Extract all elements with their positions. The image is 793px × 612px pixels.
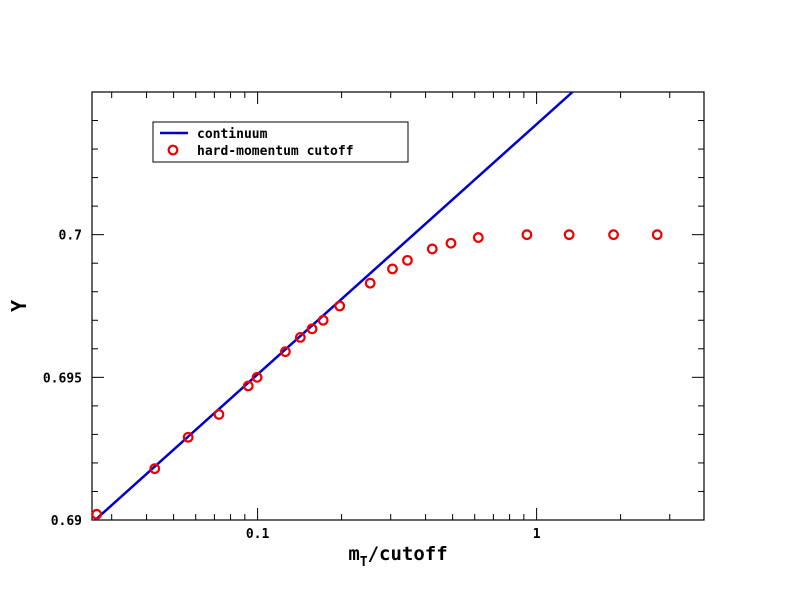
cutoff-data-point xyxy=(242,380,254,392)
legend-cutoff-swatch xyxy=(167,144,179,156)
cutoff-data-point xyxy=(294,331,306,343)
cutoff-data-point xyxy=(182,431,194,443)
x-axis-title-main: m xyxy=(348,543,359,565)
cutoff-data-point xyxy=(280,346,291,358)
cutoff-data-point xyxy=(563,229,575,241)
ticks-layer xyxy=(92,91,704,521)
y-axis-title: Y xyxy=(7,300,31,312)
tick-labels-layer: 0.1 1 0.69 0.695 0.7 xyxy=(43,229,541,542)
legend-box xyxy=(152,121,409,163)
cutoff-data-point xyxy=(364,277,376,289)
x-tick-label: 0.1 xyxy=(246,527,270,542)
series-layer xyxy=(91,92,663,520)
cutoff-data-point xyxy=(306,323,318,335)
cutoff-data-point xyxy=(149,463,161,475)
cutoff-data-point xyxy=(472,232,484,243)
x-axis-title-rest: /cutoff xyxy=(368,543,448,565)
x-tick-label: 1 xyxy=(533,527,541,542)
cutoff-data-point xyxy=(213,409,225,420)
cutoff-data-point xyxy=(251,371,263,383)
x-axis-title: mT/cutoff xyxy=(348,543,447,570)
y-tick-label: 0.695 xyxy=(43,371,82,386)
plot-area-frame xyxy=(91,91,705,521)
y-tick-label: 0.7 xyxy=(59,229,82,244)
legend-cutoff-label: hard-momentum cutoff xyxy=(197,144,354,159)
cutoff-data-point xyxy=(608,229,619,241)
plot-frame-layer xyxy=(91,91,705,521)
cutoff-data-point xyxy=(445,237,457,249)
x-axis-title-subscript: T xyxy=(360,555,368,570)
cutoff-data-point xyxy=(334,300,346,312)
cutoff-data-point xyxy=(402,254,413,266)
cutoff-data-point xyxy=(651,229,663,241)
y-tick-label: 0.69 xyxy=(51,514,82,529)
cutoff-data-point xyxy=(521,229,533,241)
continuum-line xyxy=(93,92,574,520)
cutoff-data-point xyxy=(91,508,103,520)
cutoff-data-point xyxy=(426,243,438,255)
legend: continuum hard-momentum cutoff xyxy=(152,121,409,163)
legend-continuum-label: continuum xyxy=(197,127,268,142)
cutoff-data-point xyxy=(387,263,398,275)
cutoff-data-point xyxy=(317,314,329,326)
